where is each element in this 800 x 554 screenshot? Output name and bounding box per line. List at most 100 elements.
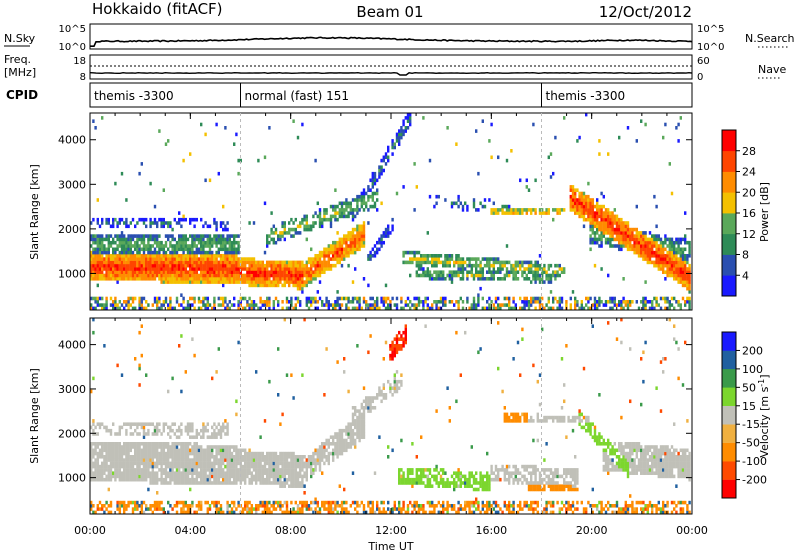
power-cell <box>547 273 550 278</box>
power-cell <box>541 303 544 307</box>
power-cell <box>180 280 183 284</box>
power-cell <box>305 237 308 242</box>
power-cell <box>204 132 207 137</box>
power-cell <box>380 158 383 163</box>
power-cell <box>415 250 418 255</box>
power-cell <box>186 273 190 278</box>
power-cell <box>653 244 656 248</box>
power-cell <box>635 300 638 304</box>
power-cell <box>334 254 337 258</box>
power-cell <box>668 303 671 307</box>
power-cell <box>666 244 669 248</box>
power-cell <box>602 214 605 219</box>
power-cell <box>114 303 117 307</box>
power-cell <box>519 296 522 301</box>
power-cell <box>316 214 319 219</box>
velocity-cell <box>285 500 289 505</box>
power-cell <box>336 257 339 261</box>
power-cell <box>92 250 95 255</box>
velocity-cell <box>140 324 143 328</box>
velocity-cell <box>131 507 135 511</box>
power-cell <box>629 234 632 238</box>
power-cell <box>530 303 533 307</box>
velocity-cell <box>175 435 179 439</box>
velocity-cell <box>325 347 328 351</box>
velocity-cell <box>200 474 203 479</box>
velocity-cell <box>285 481 289 485</box>
power-cell <box>356 227 359 232</box>
power-cell <box>662 257 665 261</box>
velocity-cell <box>129 468 132 472</box>
power-cell <box>499 270 502 274</box>
power-cell <box>98 277 102 281</box>
power-cell <box>288 273 291 278</box>
velocity-cell <box>125 464 128 469</box>
velocity-cell <box>125 448 128 453</box>
velocity-cell <box>294 468 297 472</box>
velocity-cell <box>169 428 172 433</box>
power-cell <box>131 277 135 281</box>
power-cell <box>459 267 462 271</box>
power-cell <box>453 201 456 206</box>
velocity-cell <box>96 458 99 462</box>
velocity-cell <box>191 428 194 433</box>
power-cell <box>109 303 113 307</box>
velocity-cell <box>211 448 214 453</box>
power-cell <box>272 270 275 274</box>
velocity-cell <box>257 507 260 511</box>
power-cell <box>131 257 135 261</box>
velocity-cell <box>142 422 146 426</box>
power-cell <box>129 263 132 268</box>
power-cell <box>646 237 649 242</box>
power-cell <box>213 217 216 222</box>
power-cell <box>497 270 500 274</box>
power-cell <box>563 267 566 271</box>
power-cell <box>450 280 454 284</box>
velocity-cell <box>120 504 124 508</box>
power-cell <box>257 277 260 281</box>
power-cell <box>494 300 498 304</box>
nsearch-top-tick: 10^5 <box>697 24 724 35</box>
power-cell <box>358 306 361 311</box>
velocity-cell <box>116 471 119 475</box>
velocity-cell <box>270 510 273 515</box>
velocity-cell <box>244 474 247 479</box>
velocity-cell <box>191 435 194 439</box>
power-cell <box>296 296 300 301</box>
power-cell <box>455 273 458 278</box>
power-cell <box>492 267 495 271</box>
power-cell <box>413 254 416 258</box>
power-cell <box>593 296 597 301</box>
velocity-cell <box>303 484 306 488</box>
velocity-cell <box>94 425 97 430</box>
power-cell <box>552 300 555 304</box>
power-cell <box>182 273 185 278</box>
power-cell <box>371 191 374 196</box>
power-cell <box>303 273 306 278</box>
velocity-cell <box>164 455 168 459</box>
power-cell <box>367 221 370 225</box>
power-cell <box>662 247 665 252</box>
velocity-cell <box>182 481 185 485</box>
power-cell <box>488 267 491 271</box>
power-cell <box>686 277 689 281</box>
power-cell <box>215 273 218 278</box>
power-cell <box>336 211 339 215</box>
velocity-cell <box>211 461 214 466</box>
power-cell <box>332 244 335 248</box>
velocity-cell <box>252 458 256 462</box>
power-cell <box>611 227 614 232</box>
power-cell <box>686 270 689 274</box>
power-cell <box>622 224 625 229</box>
velocity-cell <box>160 451 163 456</box>
velocity-cell <box>167 464 170 469</box>
power-cell <box>263 280 267 284</box>
power-cell <box>327 267 330 271</box>
power-cell <box>125 198 128 202</box>
power-cell <box>200 280 203 284</box>
velocity-cell <box>294 510 297 515</box>
power-cell <box>644 306 647 311</box>
power-cell <box>175 277 179 281</box>
power-cell <box>334 303 337 307</box>
velocity-cell <box>266 455 269 459</box>
